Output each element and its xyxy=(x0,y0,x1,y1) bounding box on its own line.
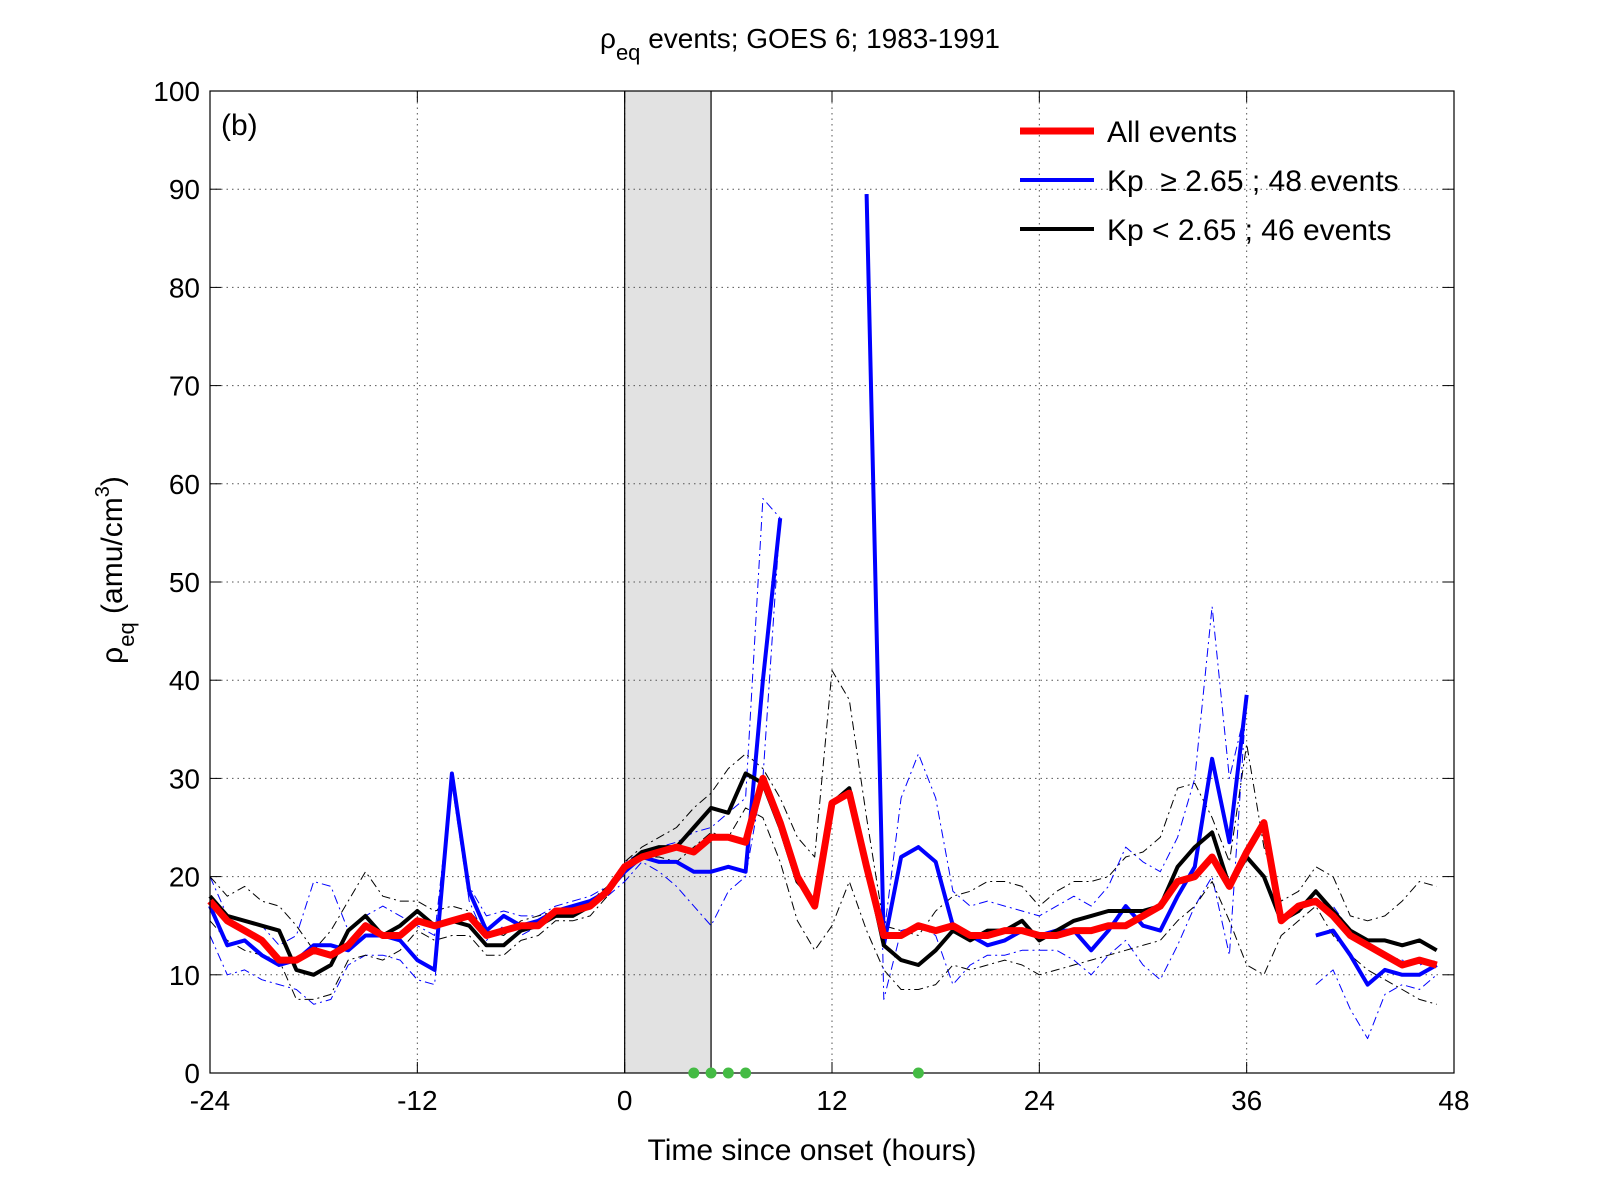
y-tick-label: 80 xyxy=(169,272,200,303)
series-line-kp-2-65-48-events xyxy=(1315,928,1438,987)
event-marker xyxy=(705,1067,717,1079)
y-tick-label: 40 xyxy=(169,665,200,696)
y-axis-label-end: ) xyxy=(96,476,129,486)
y-tick-label: 100 xyxy=(153,76,200,107)
plot-area: -24 -12 0 12 24 36 48 0 10 20 30 40 50 60 70 80 90 100 xyxy=(153,76,1469,1116)
chart-title: ρeq events; GOES 6; 1983-1991 xyxy=(600,23,1000,65)
x-axis-label: Time since onset (hours) xyxy=(647,1134,976,1167)
x-tick-label: -12 xyxy=(397,1085,437,1116)
event-marker xyxy=(740,1067,752,1079)
panel-label: (b) xyxy=(221,109,258,142)
chart-title-rest: events; GOES 6; 1983-1991 xyxy=(640,23,1000,54)
legend: All events Kp ≥ 2.65 ; 48 events Kp < 2.… xyxy=(1020,116,1399,247)
y-tick-label: 50 xyxy=(169,567,200,598)
x-tick-label: 24 xyxy=(1024,1085,1055,1116)
x-tick-label: 0 xyxy=(617,1085,633,1116)
y-tick-label: 60 xyxy=(169,469,200,500)
legend-label-kp-low: Kp < 2.65 ; 46 events xyxy=(1107,214,1391,247)
y-axis-label: ρeq (amu/cm3) xyxy=(92,476,139,664)
x-tick-label: 36 xyxy=(1231,1085,1262,1116)
y-axis-label-subscript: eq xyxy=(114,622,139,646)
y-tick-label: 0 xyxy=(184,1058,200,1089)
y-tick-label: 90 xyxy=(169,174,200,205)
bound-line-kp-2-65-46-events xyxy=(209,669,1437,951)
legend-label-all-events: All events xyxy=(1107,116,1237,149)
y-tick-label: 20 xyxy=(169,862,200,893)
bound-line-kp-2-65-48-events xyxy=(866,194,1248,936)
event-marker xyxy=(722,1067,734,1079)
event-marker xyxy=(912,1067,924,1079)
x-tick-label: -24 xyxy=(190,1085,230,1116)
series-line-all-events xyxy=(207,774,1438,969)
y-tick-label: 30 xyxy=(169,763,200,794)
legend-label-kp-high: Kp ≥ 2.65 ; 48 events xyxy=(1107,165,1399,198)
y-tick-label: 10 xyxy=(169,960,200,991)
x-tick-label: 12 xyxy=(816,1085,847,1116)
chart-title-symbol: ρ xyxy=(600,23,616,54)
y-axis-label-unit: (amu/cm xyxy=(96,497,129,622)
event-marker xyxy=(688,1067,700,1079)
y-tick-label: 70 xyxy=(169,371,200,402)
chart-title-subscript: eq xyxy=(616,40,640,65)
x-tick-label: 48 xyxy=(1438,1085,1469,1116)
y-axis-label-superscript: 3 xyxy=(92,486,114,497)
y-axis-label-symbol: ρ xyxy=(96,647,129,664)
